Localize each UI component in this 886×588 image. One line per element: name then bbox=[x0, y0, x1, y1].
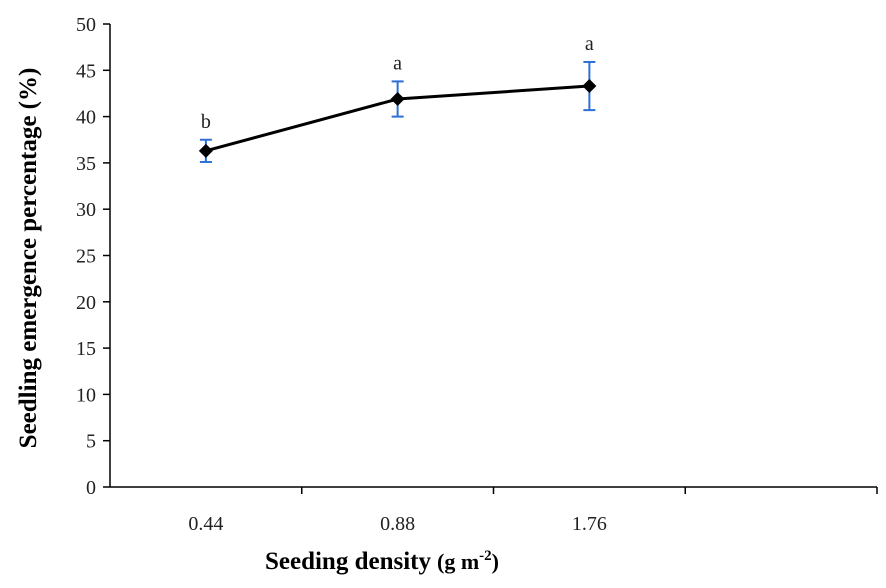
y-tick-label: 10 bbox=[76, 384, 96, 406]
x-axis-unit-base: (g m bbox=[437, 549, 479, 574]
y-tick-label: 15 bbox=[76, 338, 96, 360]
y-tick-label: 30 bbox=[76, 199, 96, 221]
x-tick-label: 0.88 bbox=[380, 513, 415, 535]
y-tick-label: 45 bbox=[76, 60, 96, 82]
x-tick-label: 0.44 bbox=[188, 513, 223, 535]
y-axis-ticks: 0 5 10 15 20 25 30 35 40 45 50 bbox=[76, 14, 110, 499]
y-tick-label: 50 bbox=[76, 14, 96, 36]
y-tick-label: 5 bbox=[86, 431, 96, 453]
data-point bbox=[390, 92, 405, 107]
significance-letter: b bbox=[201, 111, 211, 133]
data-point bbox=[582, 79, 597, 94]
y-tick-label: 40 bbox=[76, 107, 96, 129]
significance-letter: a bbox=[393, 52, 402, 74]
x-tick-label: 1.76 bbox=[572, 513, 607, 535]
x-axis-unit-close: ) bbox=[492, 549, 499, 574]
y-tick-label: 0 bbox=[86, 477, 96, 499]
y-tick-label: 20 bbox=[76, 292, 96, 314]
data-markers bbox=[198, 79, 597, 158]
data-point bbox=[198, 143, 213, 158]
x-axis-title: Seeding density bbox=[265, 548, 432, 575]
y-axis-title: Seedling emergence percentage (%) bbox=[15, 68, 42, 449]
error-bars bbox=[199, 60, 596, 163]
x-axis-unit: (g m-2) bbox=[437, 548, 499, 574]
x-axis-ticks: 0.44 0.88 1.76 bbox=[188, 487, 878, 535]
y-tick-label: 35 bbox=[76, 153, 96, 175]
significance-letter: a bbox=[585, 33, 594, 55]
y-tick-label: 25 bbox=[76, 246, 96, 268]
significance-letters: b a a bbox=[201, 33, 594, 133]
x-axis-unit-sup: -2 bbox=[479, 548, 492, 564]
